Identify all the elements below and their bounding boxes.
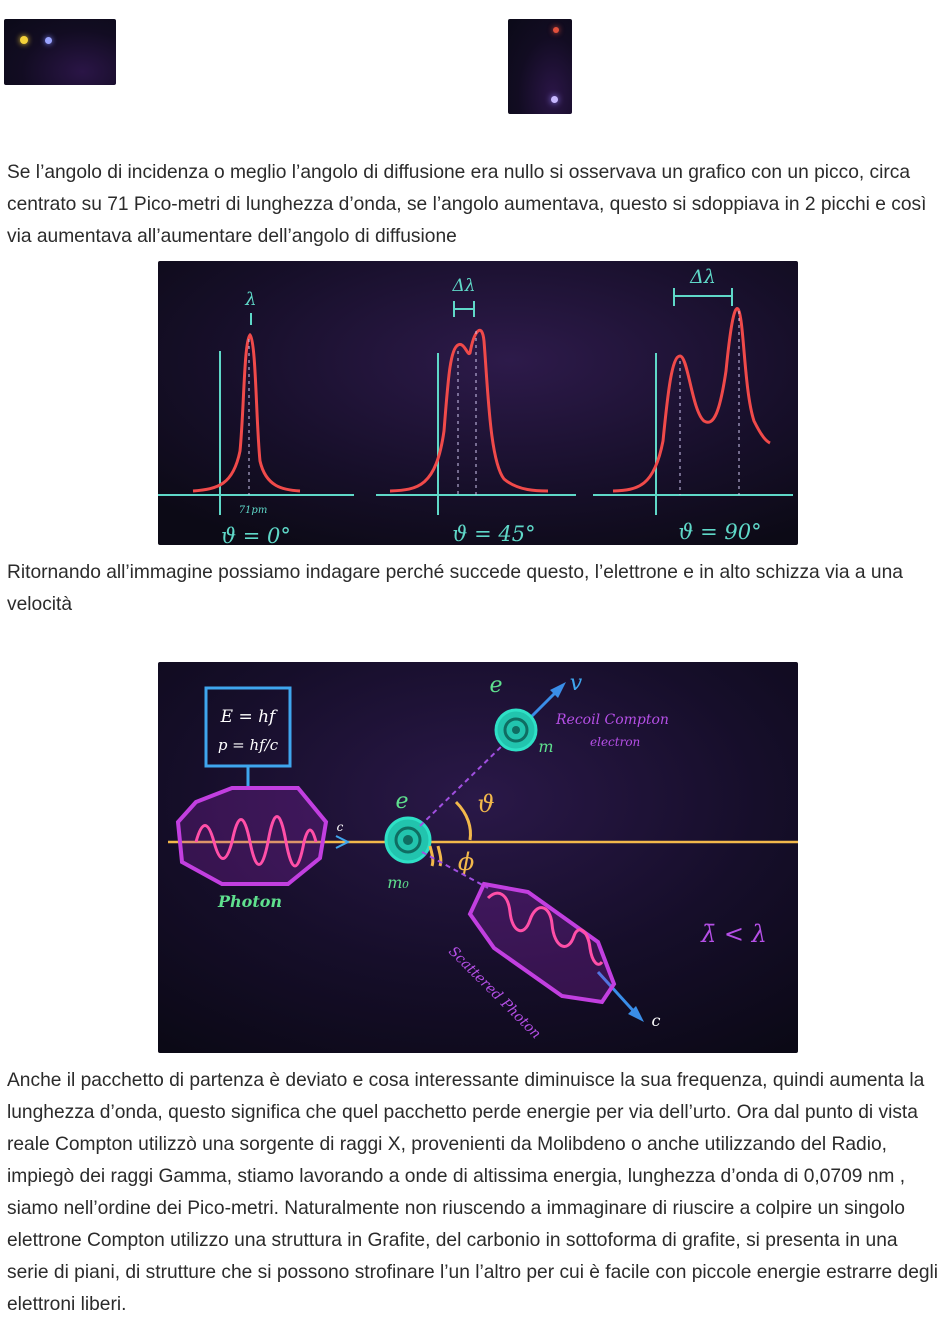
energy-equation: E = hf — [220, 707, 278, 727]
photon-label: Photon — [217, 892, 282, 911]
peak-lambda-label: λ — [244, 289, 256, 310]
phi-label: ϕ — [458, 848, 474, 876]
video-thumbnail-1[interactable] — [4, 19, 116, 85]
paragraph-compton-experiment: Anche il pacchetto di partenza è deviato… — [7, 1070, 939, 1315]
recoil-electron-label: e — [489, 673, 502, 698]
pm-label: 71pm — [239, 505, 268, 516]
delta-lambda-label-45: Δλ — [451, 276, 475, 296]
theta-label: ϑ — [477, 790, 494, 818]
c-label-scattered: c — [652, 1011, 661, 1030]
glow-dot-red — [553, 27, 559, 33]
paragraph-scattering-angle: Se l’angolo di incidenza o meglio l’ango… — [7, 162, 927, 247]
electron-label: e — [395, 789, 408, 814]
angle-label-0: ϑ = 0° — [221, 524, 291, 545]
c-label-incoming: c — [337, 820, 344, 834]
peak-curve-0deg — [192, 332, 301, 493]
glow-dot-violet — [551, 96, 558, 103]
paragraph-electron: Ritornando all’immagine possiamo indagar… — [7, 562, 903, 615]
rest-mass-label: m₀ — [387, 873, 409, 892]
recoil-mass-label: m — [538, 737, 553, 756]
velocity-label: v — [570, 671, 583, 696]
compton-scattering-figure: E = hf p = hf/c Photon c e m₀ e m v Reco… — [158, 662, 798, 1053]
compton-peaks-figure: λ Δλ Δλ 71pm ϑ = 0° ϑ = 45° ϑ = 90° — [158, 261, 798, 545]
momentum-equation: p = hf/c — [218, 736, 279, 754]
angle-label-90: ϑ = 90° — [678, 520, 761, 544]
glow-dot-blue — [45, 37, 52, 44]
recoil-text-2: electron — [590, 735, 640, 749]
delta-lambda-label-90: Δλ — [689, 266, 716, 288]
incoming-photon-packet — [175, 786, 329, 886]
glow-dot-yellow — [20, 36, 28, 44]
scattered-photon-wave — [486, 891, 604, 966]
video-thumbnail-2[interactable] — [508, 19, 572, 114]
compton-scattering-board: E = hf p = hf/c Photon c e m₀ e m v Reco… — [158, 662, 798, 1053]
incoming-photon-wave — [194, 815, 318, 868]
recoil-text-1: Recoil Compton — [555, 712, 669, 728]
scattered-photon-packet — [467, 881, 617, 1005]
lambda-relation: λ̄ < λ — [700, 920, 767, 948]
peak-curve-45deg — [389, 328, 549, 493]
peak-curve-90deg — [612, 307, 771, 493]
compton-peaks-board: λ Δλ Δλ 71pm ϑ = 0° ϑ = 45° ϑ = 90° — [158, 261, 798, 545]
angle-label-45: ϑ = 45° — [452, 522, 535, 545]
